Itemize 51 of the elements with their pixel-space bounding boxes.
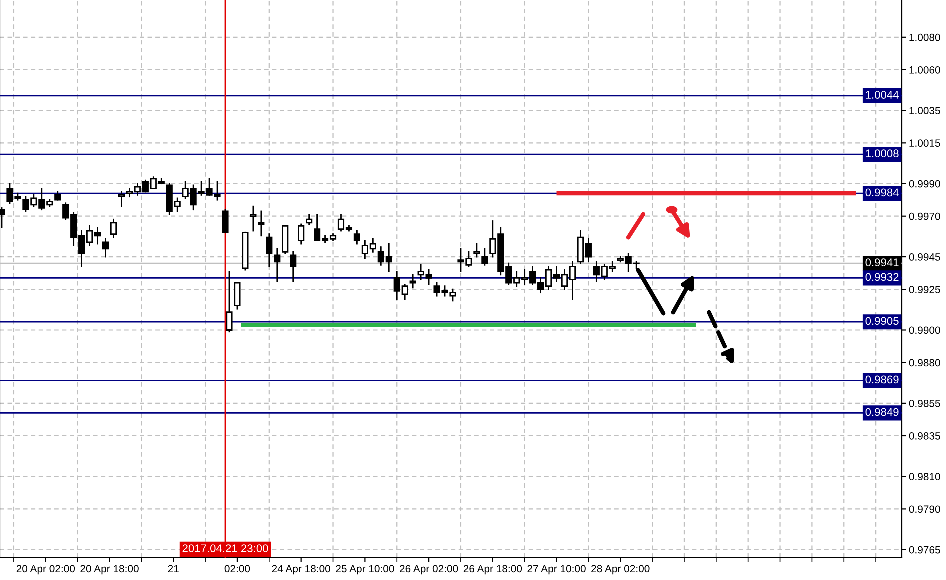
- y-tick-label: 1.0080: [910, 34, 940, 42]
- candlestick: [234, 282, 241, 310]
- x-tick-label: 20 Apr 18:00: [80, 565, 139, 575]
- y-tick-label: 1.0035: [910, 107, 940, 114]
- x-tick-label: 02:00: [224, 565, 250, 573]
- x-tick-label: 21: [168, 565, 179, 572]
- y-tick-label: 0.9765: [909, 546, 940, 554]
- x-tick-label: 25 Apr 10:00: [336, 565, 394, 575]
- y-tick-label: 0.9970: [909, 212, 940, 220]
- candlestick: [482, 248, 488, 266]
- x-tick-label: 28 Apr 02:00: [592, 565, 650, 575]
- candlestick: [102, 238, 110, 258]
- candlestick: [354, 230, 360, 245]
- ref-line-label: 0.9869: [866, 376, 899, 384]
- x-tick-label: 20 Apr 02:00: [16, 565, 76, 575]
- ref-line-label: 0.9984: [866, 188, 899, 197]
- candlestick: [410, 274, 416, 289]
- x-tick-label: 26 Apr 18:00: [464, 565, 522, 575]
- ref-line-label: 0.9849: [866, 408, 899, 416]
- candlestick: [274, 248, 281, 282]
- x-tick-label: 24 Apr 18:00: [272, 565, 330, 575]
- y-tick-label: 0.9880: [909, 359, 940, 367]
- candlestick: [474, 243, 480, 258]
- y-tick-label: 0.9945: [909, 254, 940, 261]
- candlestick: [258, 210, 265, 237]
- y-tick-label: 0.9990: [909, 180, 940, 188]
- ref-line-label: 1.0044: [866, 91, 899, 99]
- candlestick: [222, 209, 229, 234]
- x-tick-label: 2017.04.21 23:00: [182, 544, 268, 552]
- y-tick-label: 0.9900: [909, 326, 940, 334]
- candlestick: [226, 270, 233, 333]
- candlestick: [298, 224, 305, 245]
- candlestick: [290, 251, 297, 282]
- ref-line-label: 0.9941: [866, 258, 899, 267]
- y-tick-label: 1.0015: [910, 140, 940, 148]
- ref-line-label: 0.9905: [866, 317, 899, 326]
- y-tick-label: 0.9925: [909, 286, 940, 294]
- candlestick: [110, 218, 118, 238]
- candlestick: [250, 206, 257, 232]
- y-tick-label: 0.9855: [909, 400, 940, 408]
- ref-line-label: 0.9932: [866, 273, 899, 282]
- y-tick-label: 1.0060: [910, 66, 940, 74]
- y-tick-label: 0.9835: [909, 432, 940, 440]
- candlestick: [118, 191, 126, 208]
- candlestick: [306, 214, 313, 226]
- x-tick-label: 27 Apr 10:00: [528, 565, 586, 575]
- y-tick-label: 0.9790: [909, 506, 940, 514]
- candlestick: [266, 234, 273, 268]
- y-tick-label: 0.9810: [909, 473, 940, 481]
- x-tick-label: 26 Apr 02:00: [400, 565, 458, 575]
- ref-line-label: 1.0008: [866, 150, 899, 158]
